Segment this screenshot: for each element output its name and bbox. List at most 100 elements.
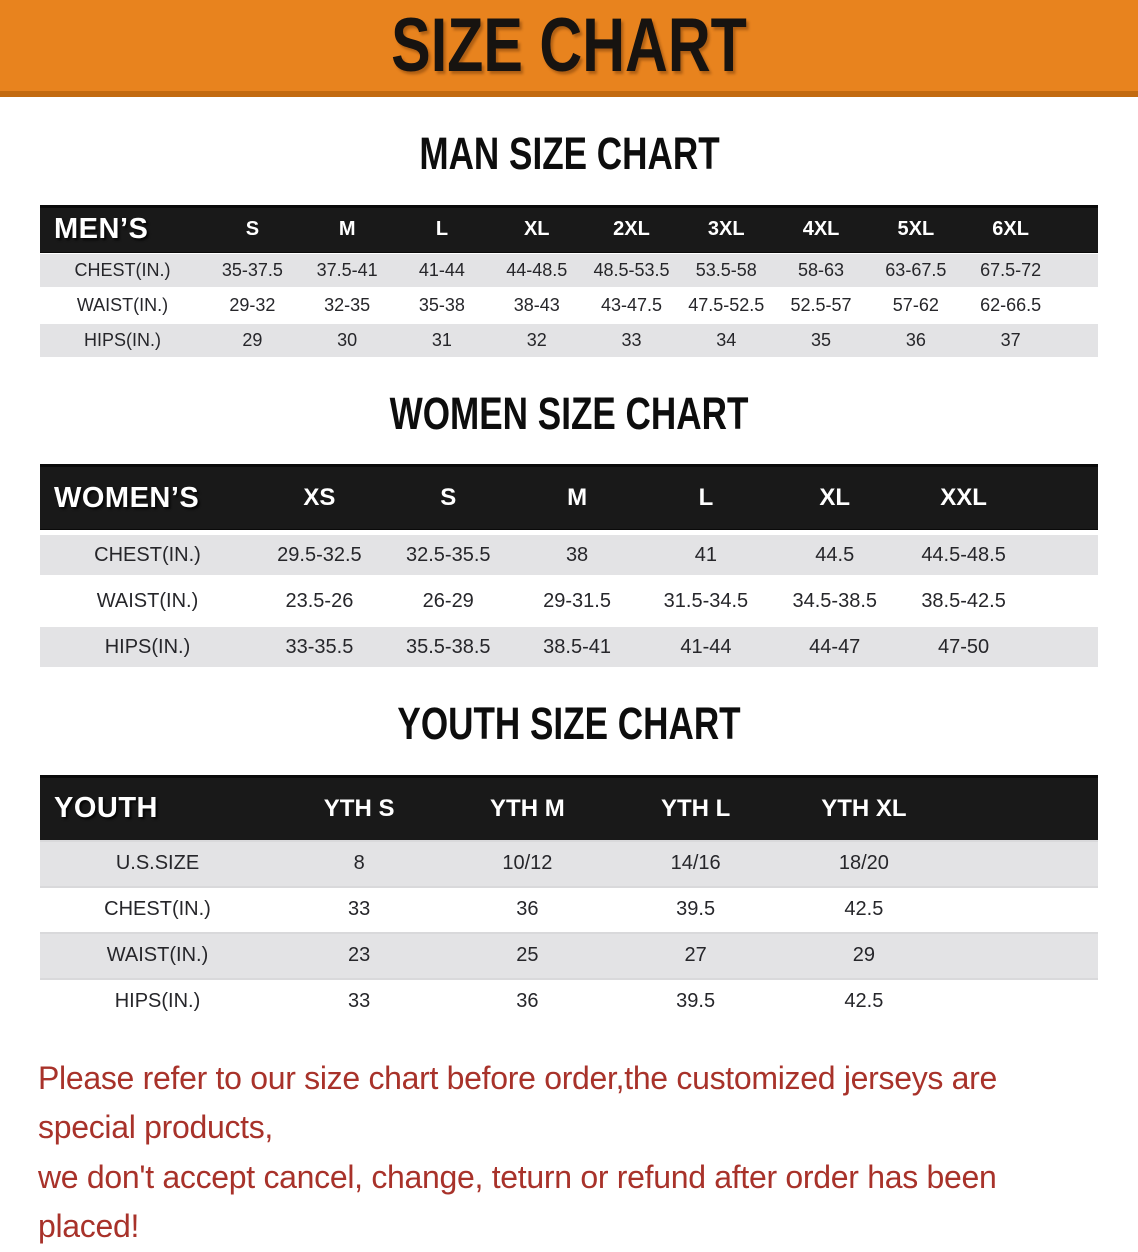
size-value: 37	[1000, 329, 1021, 350]
row-label: HIPS(IN.)	[104, 635, 191, 658]
size-value: 38	[565, 543, 589, 566]
size-value: 27	[684, 944, 707, 966]
size-value: 30	[337, 329, 358, 350]
youth-hips-row: HIPS(IN.) 33 36 39.5 42.5	[40, 977, 1098, 1024]
size-value: 41	[694, 543, 718, 566]
size-value: 52.5-57	[790, 294, 852, 315]
size-value: 8	[353, 852, 365, 874]
size-col-header: S	[440, 484, 457, 511]
size-value: 10/12	[502, 852, 553, 874]
women-heading: WOMEN SIZE CHART	[389, 387, 749, 439]
size-value: 36	[905, 329, 926, 350]
size-col-header: YTH XL	[821, 794, 907, 822]
size-value: 57-62	[892, 294, 939, 315]
size-col-header: M	[567, 484, 588, 511]
size-col-header: S	[245, 218, 260, 240]
section-men: MAN SIZE CHART MEN’S S M L XL 2XL 3XL 4X…	[0, 129, 1138, 357]
row-label: HIPS(IN.)	[114, 990, 201, 1012]
page-title: SIZE CHART	[341, 2, 797, 88]
banner: SIZE CHART	[0, 0, 1138, 97]
size-col-header: YTH S	[323, 794, 395, 822]
size-value: 53.5-58	[695, 259, 757, 280]
size-value: 29.5-32.5	[277, 543, 362, 566]
size-value: 44.5	[815, 543, 855, 566]
page-title-text: SIZE CHART	[391, 2, 747, 88]
size-value: 25	[516, 944, 539, 966]
size-value: 32-35	[324, 294, 371, 315]
size-value: 23	[348, 944, 371, 966]
size-value: 29	[852, 944, 875, 966]
size-value: 33	[621, 329, 642, 350]
size-value: 39.5	[676, 898, 716, 920]
women-header-label: WOMEN’S	[54, 481, 200, 514]
row-label: U.S.SIZE	[115, 852, 200, 874]
size-value: 37.5-41	[316, 259, 378, 280]
size-value: 23.5-26	[285, 589, 354, 612]
disclaimer-line-1: Please refer to our size chart before or…	[38, 1059, 998, 1146]
men-hips-row: HIPS(IN.) 29 30 31 32 33 34 35 36 37	[40, 323, 1098, 357]
men-size-table: MEN’S S M L XL 2XL 3XL 4XL 5XL 6XL CHEST…	[40, 204, 1098, 357]
size-col-header: 5XL	[897, 218, 935, 240]
size-value: 32	[526, 329, 547, 350]
size-value: 47-50	[937, 635, 990, 658]
disclaimer-line-2: we don't accept cancel, change, teturn o…	[38, 1158, 997, 1245]
size-value: 26-29	[422, 589, 474, 612]
size-col-header: 6XL	[992, 218, 1029, 240]
size-col-header: 3XL	[707, 218, 745, 240]
size-value: 29	[242, 329, 263, 350]
size-value: 31.5-34.5	[663, 589, 749, 612]
section-women: WOMEN SIZE CHART WOMEN’S XS S M L XL XXL…	[0, 387, 1138, 667]
size-col-header: XL	[819, 484, 851, 511]
women-size-table: WOMEN’S XS S M L XL XXL CHEST(IN.) 29.5-…	[40, 464, 1098, 667]
row-label: WAIST(IN.)	[106, 944, 209, 966]
size-col-header: 4XL	[802, 218, 840, 240]
section-youth: YOUTH SIZE CHART YOUTH YTH S YTH M YTH L…	[0, 699, 1138, 1024]
size-value: 58-63	[798, 259, 845, 280]
youth-size-table: YOUTH YTH S YTH M YTH L YTH XL U.S.SIZE …	[40, 774, 1098, 1024]
size-value: 44.5-48.5	[921, 543, 1006, 566]
size-value: 35.5-38.5	[405, 635, 491, 658]
size-value: 42.5	[844, 990, 884, 1012]
size-value: 29-31.5	[543, 589, 611, 612]
men-heading: MAN SIZE CHART	[418, 128, 720, 179]
size-col-header: M	[338, 218, 356, 240]
size-value: 41-44	[418, 259, 465, 280]
size-value: 14/16	[670, 852, 721, 874]
men-chest-row: CHEST(IN.) 35-37.5 37.5-41 41-44 44-48.5…	[40, 253, 1098, 287]
men-table-header: MEN’S S M L XL 2XL 3XL 4XL 5XL 6XL	[40, 204, 1098, 252]
size-value: 38-43	[513, 294, 560, 315]
size-value: 35	[811, 329, 832, 350]
youth-ussize-row: U.S.SIZE 8 10/12 14/16 18/20	[40, 839, 1098, 886]
size-value: 33	[348, 898, 371, 920]
size-value: 41-44	[680, 635, 732, 658]
size-value: 33-35.5	[285, 635, 354, 658]
size-value: 63-67.5	[885, 259, 947, 280]
size-value: 39.5	[676, 990, 716, 1012]
row-label: WAIST(IN.)	[96, 589, 199, 612]
row-label: CHEST(IN.)	[104, 898, 211, 920]
size-value: 48.5-53.5	[593, 259, 670, 280]
size-value: 35-38	[418, 294, 465, 315]
row-label: CHEST(IN.)	[74, 259, 171, 280]
men-waist-row: WAIST(IN.) 29-32 32-35 35-38 38-43 43-47…	[40, 288, 1098, 322]
size-value: 44-47	[809, 635, 861, 658]
women-table-header: WOMEN’S XS S M L XL XXL	[40, 464, 1098, 529]
size-value: 47.5-52.5	[688, 294, 765, 315]
size-col-header: L	[698, 484, 714, 511]
size-value: 42.5	[844, 898, 884, 920]
size-value: 32.5-35.5	[405, 543, 491, 566]
size-value: 43-47.5	[600, 294, 663, 315]
size-col-header: XS	[303, 484, 336, 511]
disclaimer: Please refer to our size chart before or…	[38, 1054, 1100, 1252]
size-value: 29-32	[229, 294, 276, 315]
women-waist-row: WAIST(IN.) 23.5-26 26-29 29-31.5 31.5-34…	[40, 581, 1098, 621]
size-value: 18/20	[838, 852, 889, 874]
size-value: 62-66.5	[980, 294, 1042, 315]
men-header-label: MEN’S	[54, 213, 149, 245]
youth-heading: YOUTH SIZE CHART	[397, 698, 741, 749]
row-label: WAIST(IN.)	[76, 294, 169, 315]
size-value: 36	[516, 990, 539, 1012]
size-col-header: YTH L	[660, 794, 731, 822]
size-value: 33	[348, 990, 371, 1012]
youth-waist-row: WAIST(IN.) 23 25 27 29	[40, 931, 1098, 978]
